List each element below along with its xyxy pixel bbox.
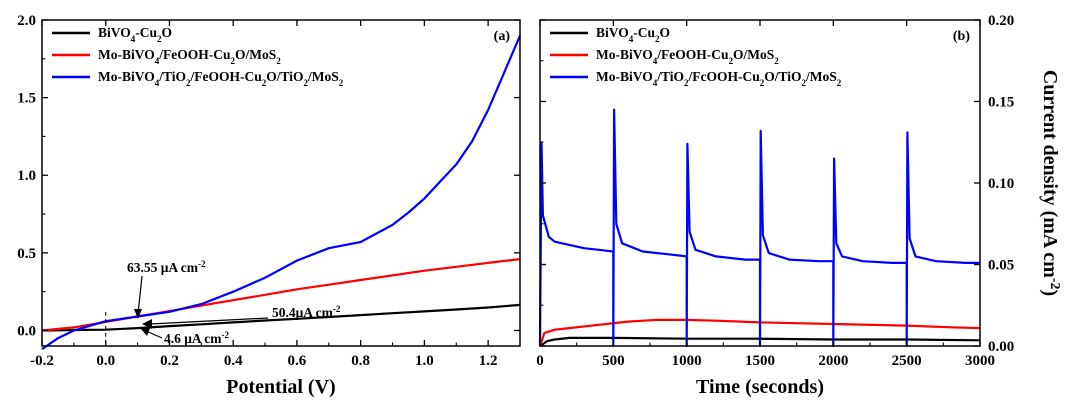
- y-tick-label-a-4: 2.0: [17, 13, 36, 29]
- x-tick-label-b-5: 2500: [892, 353, 922, 369]
- x-tick-label-a-7: 1.2: [479, 353, 498, 369]
- legend-label-a-2: Mo-BiVO4/TiO2/FeOOH-Cu2O/TiO2/MoS2: [98, 69, 344, 88]
- panel-label-b: (b): [953, 29, 970, 44]
- series-line-a-0: [41, 303, 521, 332]
- panel-label-a: (a): [494, 29, 511, 44]
- annotation-arrow-63-55: [137, 275, 143, 315]
- x-tick-label-b-1: 500: [602, 353, 625, 369]
- x-tick-label-a-4: 0.6: [288, 353, 307, 369]
- series-line-b-0: [539, 336, 981, 347]
- x-tick-label-a-5: 0.8: [351, 353, 370, 369]
- x-tick-label-a-1: 0.0: [96, 353, 115, 369]
- panel-a: -0.2 0.0 0.2 0.4 0.6 0.8 1.0 1.2 0.0 0.5 1.0 1.5 2.0…: [17, 13, 522, 398]
- series-line-a-2: [41, 35, 522, 351]
- x-axis-label-a: Potential (V): [226, 376, 335, 398]
- plot-frame-a: [41, 19, 521, 347]
- annotation-4-6: 4.6 μA cm-2: [164, 330, 230, 346]
- x-tick-label-b-3: 1500: [745, 353, 775, 369]
- x-tick-label-a-6: 1.0: [415, 353, 434, 369]
- y-tick-label-a-1: 0.5: [17, 246, 36, 262]
- x-tick-label-a-2: 0.2: [160, 353, 179, 369]
- legend-label-b-0: BiVO4-Cu2O: [596, 25, 670, 44]
- series-line-b-2: [538, 108, 980, 348]
- series-line-b-1: [538, 318, 981, 347]
- x-tick-label-b-6: 3000: [965, 353, 995, 369]
- y-tick-label-a-3: 1.5: [17, 91, 36, 107]
- x-tick-label-b-0: 0: [536, 353, 544, 369]
- legend-label-b-1: Mo-BiVO4/FeOOH-Cu2O/MoS2: [596, 47, 779, 66]
- legend-label-a-0: BiVO4-Cu2O: [98, 25, 172, 44]
- y-tick-label-b-2: 0.10: [988, 176, 1014, 192]
- x-tick-label-b-2: 1000: [672, 353, 702, 369]
- annotation-arrow-4-6: [145, 330, 163, 339]
- x-tick-label-b-4: 2000: [818, 353, 848, 369]
- y-tick-label-a-2: 1.0: [17, 168, 36, 184]
- y-tick-label-b-4: 0.20: [988, 13, 1014, 29]
- y-tick-label-b-1: 0.05: [988, 258, 1014, 274]
- annotation-arrow-50-4: [149, 317, 269, 325]
- y-tick-label-b-0: 0.00: [988, 339, 1014, 355]
- x-tick-label-a-0: -0.2: [30, 353, 54, 369]
- annotation-arrowhead-63-55: [134, 309, 142, 319]
- legend-label-a-1: Mo-BiVO4/FeOOH-Cu2O/MoS2: [98, 47, 281, 66]
- annotation-arrowhead-4-6: [140, 328, 150, 336]
- annotation-50-4: 50.4μA cm-2: [272, 304, 341, 320]
- x-axis-label-b: Time (seconds): [696, 376, 824, 398]
- y-axis-label-b: Current density (mA cm-2): [1039, 70, 1063, 296]
- y-tick-label-a-0: 0.0: [17, 323, 36, 339]
- annotation-arrowhead-50-4: [142, 319, 152, 329]
- legend-label-b-2: Mo-BiVO4/TiO2/FcOOH-Cu2O/TiO2/MoS2: [596, 69, 842, 88]
- annotation-63-55: 63.55 μA cm-2: [127, 259, 206, 275]
- y-tick-label-b-3: 0.15: [988, 95, 1014, 111]
- x-tick-label-a-3: 0.4: [224, 353, 243, 369]
